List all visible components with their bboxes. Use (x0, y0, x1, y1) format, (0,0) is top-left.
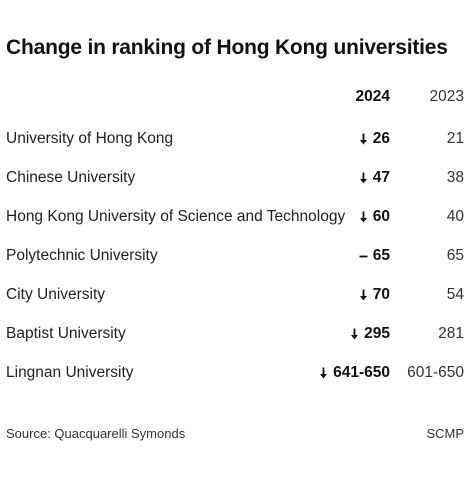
source-note: Source: Quacquarelli Symonds (6, 426, 186, 441)
rank-2024: 295 (350, 325, 390, 343)
rank-2024: 47 (359, 169, 390, 187)
table-row: University of Hong Kong 26 21 (0, 130, 474, 152)
university-name: University of Hong Kong (6, 130, 174, 147)
column-header-2023: 2023 (429, 88, 464, 105)
rank-2024: 60 (359, 208, 390, 226)
rank-2024: 65 (359, 247, 390, 265)
arrow-down-icon (351, 328, 359, 340)
rank-2024: 70 (359, 286, 390, 304)
table-row: Chinese University 47 38 (0, 169, 474, 191)
table-row: Hong Kong University of Science and Tech… (0, 208, 474, 230)
university-name: Polytechnic University (6, 247, 158, 264)
university-name: Baptist University (6, 325, 126, 342)
rank-2024-value: 47 (372, 169, 390, 186)
rank-2023-value: 65 (446, 247, 464, 264)
rank-2024: 26 (359, 130, 390, 148)
column-header-2024: 2024 (355, 88, 390, 105)
rank-2023-value: 281 (438, 325, 464, 342)
rank-2024-value: 60 (372, 208, 390, 225)
rank-2023-value: 38 (446, 169, 464, 186)
rank-2024-value: 65 (372, 247, 390, 264)
table-row: Baptist University 295 281 (0, 325, 474, 347)
rank-2023-value: 54 (446, 286, 464, 303)
arrow-down-icon (359, 289, 367, 301)
arrow-down-icon (320, 367, 328, 379)
university-name: Hong Kong University of Science and Tech… (6, 208, 346, 225)
dash-icon (359, 255, 368, 258)
arrow-down-icon (359, 133, 367, 145)
university-name: Chinese University (6, 169, 136, 186)
publisher-credit: SCMP (426, 426, 464, 441)
table-row: Lingnan University 641-650 601-650 (0, 364, 474, 386)
table-row: Polytechnic University 65 65 (0, 247, 474, 269)
university-name: Lingnan University (6, 364, 134, 381)
chart-title: Change in ranking of Hong Kong universit… (6, 36, 448, 59)
rank-2024-value: 641-650 (333, 364, 390, 381)
rank-2023-value: 21 (446, 130, 464, 147)
rank-2024: 641-650 (319, 364, 390, 382)
arrow-down-icon (359, 172, 367, 184)
rank-2024-value: 295 (364, 325, 390, 342)
rank-2024-value: 70 (372, 286, 390, 303)
rank-2024-value: 26 (372, 130, 390, 147)
table-row: City University 70 54 (0, 286, 474, 308)
university-name: City University (6, 286, 106, 303)
rank-2023-value: 40 (446, 208, 464, 225)
rank-2023-value: 601-650 (407, 364, 464, 381)
arrow-down-icon (359, 211, 367, 223)
